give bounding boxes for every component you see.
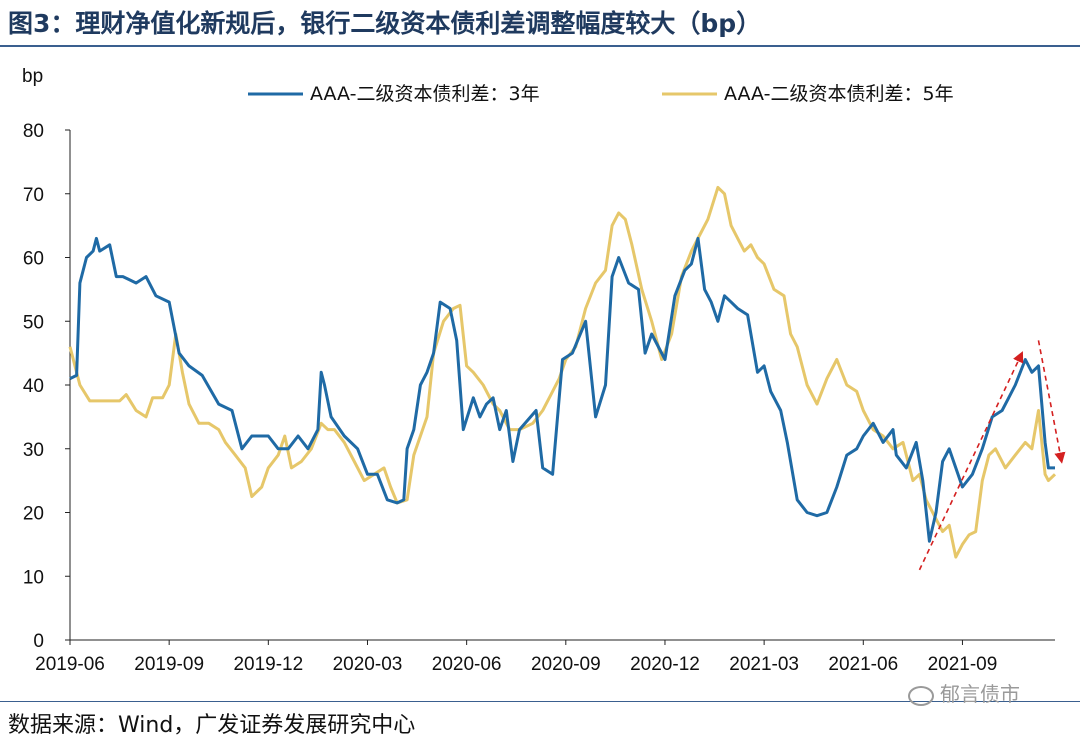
y-tick-label: 40 (23, 376, 44, 397)
legend-label-s5: AAA-二级资本债利差：5年 (724, 83, 954, 105)
x-tick-label: 2020-12 (630, 654, 700, 675)
watermark-text: 郁言债市 (940, 682, 1020, 706)
x-tick-label: 2019-12 (233, 654, 303, 675)
watermark: 郁言债市 (908, 678, 1020, 707)
y-tick-label: 30 (23, 440, 44, 461)
x-tick-label: 2020-09 (531, 654, 601, 675)
trend-arrow-up (918, 351, 1024, 571)
y-tick-label: 60 (23, 249, 44, 270)
y-tick-label: 20 (23, 504, 44, 525)
source-divider (0, 701, 1080, 702)
y-tick-label: 10 (23, 567, 44, 588)
x-tick-label: 2019-06 (35, 654, 105, 675)
series-line-s5 (68, 185, 1057, 559)
legend: AAA-二级资本债利差：3年 AAA-二级资本债利差：5年 (248, 83, 954, 105)
figure-title: 图3：理财净值化新规后，银行二级资本债利差调整幅度较大（bp） (8, 9, 762, 38)
series-layer (68, 185, 1057, 559)
title-divider (0, 45, 1080, 47)
x-tick-label: 2021-06 (828, 654, 898, 675)
source-note: 数据来源：Wind，广发证券发展研究中心 (8, 713, 416, 738)
annotation-layer (918, 340, 1066, 571)
legend-label-s3: AAA-二级资本债利差：3年 (310, 83, 540, 105)
y-axis: bp 0 10 20 30 40 50 60 70 80 (22, 66, 71, 652)
x-tick-label: 2019-09 (134, 654, 204, 675)
x-tick-label: 2021-09 (928, 654, 998, 675)
wechat-icon (908, 685, 934, 706)
x-tick-label: 2020-06 (432, 654, 502, 675)
y-axis-label: bp (22, 66, 43, 87)
line-chart: bp 0 10 20 30 40 50 60 70 80 2019-06 2019-09 2019-1… (22, 66, 1066, 675)
x-tick-label: 2020-03 (333, 654, 403, 675)
y-tick-label: 0 (33, 631, 44, 652)
y-tick-label: 70 (23, 185, 44, 206)
trend-arrow-down (1037, 340, 1066, 464)
x-axis: 2019-06 2019-09 2019-12 2020-03 2020-06 2020-… (35, 639, 1055, 675)
y-tick-label: 50 (23, 312, 44, 333)
y-tick-label: 80 (23, 121, 44, 142)
series-line-s3 (69, 236, 1055, 543)
x-tick-label: 2021-03 (729, 654, 799, 675)
